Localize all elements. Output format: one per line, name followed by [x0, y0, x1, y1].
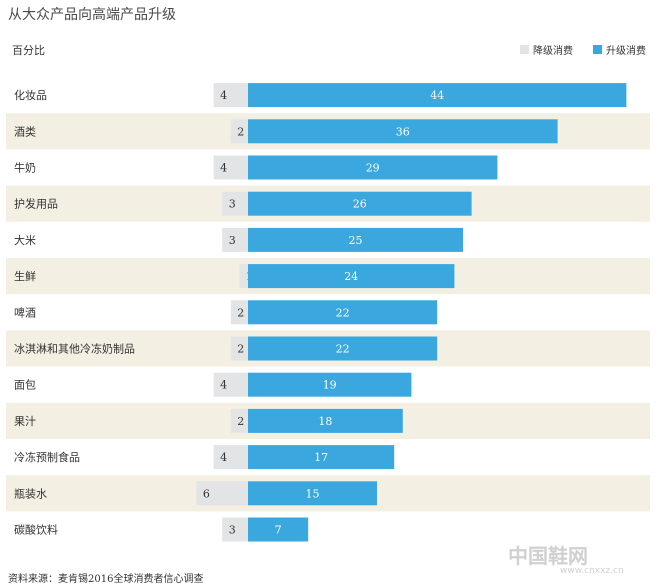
bar-downgrade: [213, 83, 248, 108]
bar-downgrade: [213, 445, 248, 470]
unit-label: 百分比: [12, 44, 45, 57]
bar-upgrade: [248, 408, 403, 433]
bar-downgrade: [213, 155, 248, 180]
data-label-downgrade: 3: [229, 524, 236, 537]
bar-upgrade: [248, 300, 438, 325]
category-label: 面包: [14, 379, 36, 392]
bar-downgrade: [222, 227, 248, 252]
data-label-upgrade: 15: [306, 487, 320, 500]
chart-title: 从大众产品向高端产品升级: [8, 7, 176, 23]
category-label: 碳酸饮料: [14, 523, 58, 537]
bar-upgrade: [248, 155, 498, 180]
data-label-downgrade: 4: [220, 162, 227, 175]
legend-swatch-downgrade: [520, 45, 529, 54]
data-label-downgrade: 4: [220, 451, 227, 464]
bar-downgrade: [230, 300, 248, 325]
data-label-downgrade: 3: [229, 234, 236, 247]
bar-upgrade: [248, 264, 455, 289]
data-label-downgrade: 2: [237, 415, 244, 428]
data-label-downgrade: 3: [229, 198, 236, 211]
category-label: 大米: [14, 233, 36, 247]
bar-downgrade: [230, 408, 248, 433]
data-label-upgrade: 44: [430, 89, 444, 102]
data-label-upgrade: 29: [366, 162, 380, 175]
data-label-upgrade: 7: [275, 524, 282, 537]
data-label-downgrade: 2: [237, 125, 244, 138]
bar-downgrade: [230, 336, 248, 361]
data-label-upgrade: 24: [344, 270, 358, 283]
legend-label-downgrade: 降级消费: [533, 46, 573, 57]
data-label-upgrade: 18: [318, 415, 332, 428]
data-label-downgrade: 4: [220, 89, 227, 102]
category-label: 生鲜: [14, 269, 36, 283]
data-label-upgrade: 36: [396, 125, 410, 138]
source-note: 资料来源：麦肯锡2016全球消费者信心调查: [8, 574, 204, 585]
bar-downgrade: [230, 119, 248, 144]
legend-item-upgrade: 升级消费: [593, 42, 646, 57]
data-label-downgrade: 6: [203, 487, 210, 500]
bar-upgrade: [248, 445, 395, 470]
bar-upgrade: [248, 191, 472, 216]
category-label: 化妆品: [14, 88, 47, 102]
legend: 降级消费 升级消费: [506, 42, 646, 57]
data-label-upgrade: 26: [353, 198, 367, 211]
watermark-logo: 中国鞋网: [508, 544, 588, 568]
data-label-upgrade: 22: [336, 306, 350, 319]
category-label: 冰淇淋和其他冷冻奶制品: [14, 342, 135, 356]
data-label-upgrade: 19: [323, 379, 337, 392]
watermark-url: www.cnxxz.cn: [560, 566, 624, 576]
bar-downgrade: [222, 191, 248, 216]
category-label: 冷冻预制食品: [14, 450, 80, 464]
category-label: 瓶装水: [14, 486, 47, 500]
category-label: 酒类: [14, 124, 36, 138]
category-label: 护发用品: [14, 197, 58, 211]
bar-downgrade: [222, 517, 248, 542]
legend-item-downgrade: 降级消费: [520, 42, 573, 57]
category-label: 牛奶: [14, 161, 36, 175]
legend-label-upgrade: 升级消费: [606, 46, 646, 57]
data-label-upgrade: 22: [336, 343, 350, 356]
bar-downgrade: [196, 481, 248, 506]
bar-upgrade: [248, 83, 627, 108]
bar-upgrade: [248, 119, 558, 144]
category-label: 啤酒: [14, 305, 36, 319]
bar-upgrade: [248, 227, 463, 252]
bar-upgrade: [248, 517, 309, 542]
data-label-downgrade: 4: [220, 379, 227, 392]
bar-downgrade: [239, 264, 248, 289]
legend-swatch-upgrade: [593, 45, 602, 54]
bar-upgrade: [248, 336, 438, 361]
bar-upgrade: [248, 481, 377, 506]
bar-upgrade: [248, 372, 412, 397]
data-label-downgrade: 2: [237, 343, 244, 356]
data-label-upgrade: 17: [314, 451, 328, 464]
data-label-upgrade: 25: [349, 234, 363, 247]
data-label-downgrade: 2: [237, 306, 244, 319]
category-label: 果汁: [14, 415, 36, 428]
bar-downgrade: [213, 372, 248, 397]
